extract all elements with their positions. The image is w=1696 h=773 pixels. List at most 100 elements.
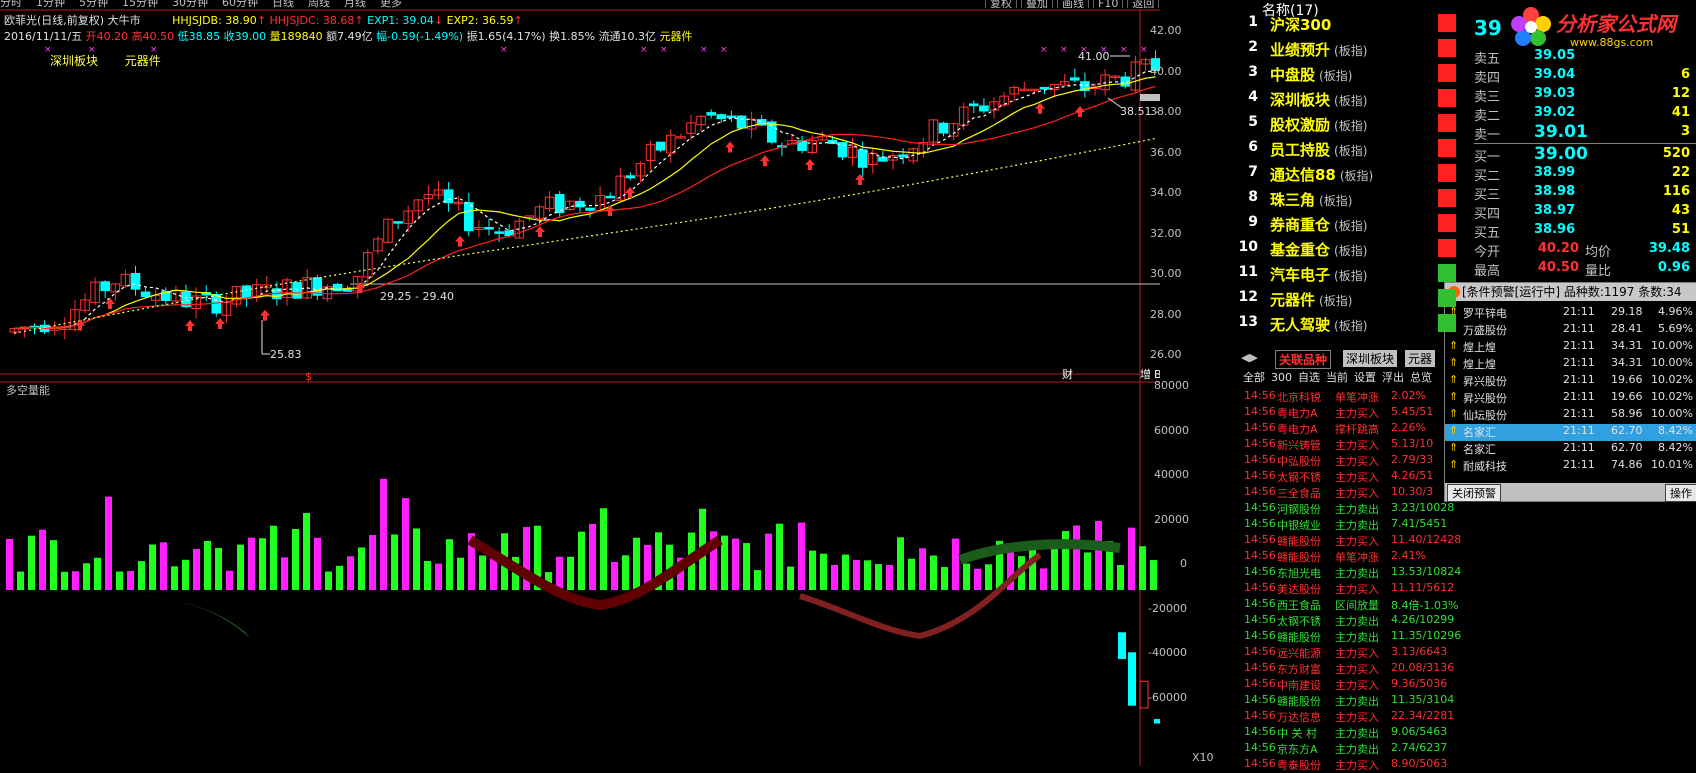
sector-row[interactable]: 7 通达信88 (板指) [1236, 164, 1436, 187]
sector-row[interactable]: 12 元器件 (板指) [1236, 289, 1436, 312]
volume-bar [1128, 527, 1135, 590]
finance-mark: 财 [1062, 367, 1073, 381]
ticker-time: 14:56 [1244, 437, 1276, 450]
tab-prev-icon[interactable]: ◀▶ [1241, 351, 1258, 364]
alert-row[interactable]: ⇑ 煌上煌 21:11 34.31 10.00% [1445, 339, 1696, 356]
candle-body [736, 115, 747, 129]
alert-row[interactable]: ⇑ 煌上煌 21:11 34.31 10.00% [1445, 356, 1696, 373]
tag-shenzhen[interactable]: 深圳板块 [50, 54, 99, 68]
sector-row[interactable]: 1 沪深300 [1236, 14, 1436, 37]
alert-row[interactable]: ⇑ 罗平锌电 21:11 29.18 4.96% [1445, 305, 1696, 322]
filter-tab[interactable]: 自选 [1298, 371, 1320, 384]
candle-body [746, 118, 757, 130]
sector-row[interactable]: 13 无人驾驶 (板指) [1236, 314, 1436, 337]
buy-signal-icon [75, 319, 85, 331]
tool-button-1[interactable]: 叠加 [1021, 0, 1053, 8]
sector-row[interactable]: 9 券商重仓 (板指) [1236, 214, 1436, 237]
stat-label: 今开 [1474, 245, 1501, 260]
filter-tab[interactable]: 全部 [1243, 371, 1265, 384]
filter-tab[interactable]: 当前 [1326, 371, 1348, 384]
volume-bar [336, 565, 343, 590]
sector-row[interactable]: 3 中盘股 (板指) [1236, 64, 1436, 87]
alert-price: 28.41 [1611, 322, 1643, 335]
alert-pct: 10.00% [1651, 407, 1693, 420]
sector-row[interactable]: 10 基金重仓 (板指) [1236, 239, 1436, 262]
period-6[interactable]: 日线 [272, 0, 294, 8]
alert-arrow-icon: ⇑ [1449, 441, 1459, 454]
signal-marker: × [640, 45, 648, 55]
range-pointer [1107, 97, 1123, 109]
alert-window: [条件预警[运行中] 品种数:1197 条数:34 ⇑ 罗平锌电 21:11 29.1… [1444, 282, 1696, 502]
tool-button-0[interactable]: 复权 [985, 0, 1017, 8]
volume-bar [61, 571, 68, 590]
volume-bar [963, 563, 970, 590]
sector-tag: (板指) [1319, 194, 1353, 208]
period-4[interactable]: 30分钟 [172, 0, 208, 8]
sector-tag: (板指) [1319, 294, 1353, 308]
tool-button-4[interactable]: 返回 [1127, 0, 1160, 8]
alert-row[interactable]: ⇑ 昇兴股份 21:11 19.66 10.02% [1445, 373, 1696, 390]
sector-row[interactable]: 8 珠三角 (板指) [1236, 189, 1436, 212]
period-1[interactable]: 1分钟 [36, 0, 65, 8]
period-3[interactable]: 15分钟 [122, 0, 158, 8]
alert-action-button[interactable]: 操作 [1665, 484, 1696, 502]
sector-tag: (板指) [1339, 169, 1374, 183]
quote-sector: 元器件 [659, 30, 693, 43]
tab-shenzhen[interactable]: 深圳板块 [1343, 350, 1398, 367]
ticker-value: 9.36/5036 [1391, 677, 1448, 690]
period-5[interactable]: 60分钟 [222, 0, 258, 8]
tab-components[interactable]: 元器 [1405, 350, 1436, 367]
filter-tab[interactable]: 300 [1271, 371, 1292, 384]
tag-components[interactable]: 元器件 [124, 54, 161, 68]
sector-row[interactable]: 11 汽车电子 (板指) [1236, 264, 1436, 287]
sector-name: 员工持股 (板指) [1270, 141, 1368, 159]
volume-bar [28, 535, 35, 590]
buy-signal-icon [725, 141, 735, 153]
ticker-value: 10.30/3 [1391, 485, 1434, 498]
ticker-stock: 万达信息 [1277, 711, 1321, 724]
filter-tab[interactable]: 总览 [1410, 371, 1432, 384]
filter-tab[interactable]: 设置 [1354, 371, 1376, 384]
period-2[interactable]: 5分钟 [79, 0, 108, 8]
tab-related[interactable]: 关联品种 [1275, 350, 1332, 369]
tool-button-2[interactable]: 画线 [1057, 0, 1089, 8]
ticker-action: 主力买入 [1335, 583, 1379, 596]
sector-row[interactable]: 5 股权激励 (板指) [1236, 114, 1436, 137]
ticker-action: 主力卖出 [1335, 567, 1379, 580]
tool-button-3[interactable]: F10 [1093, 0, 1124, 8]
alert-row[interactable]: ⇑ 耐威科技 21:11 74.86 10.01% [1445, 458, 1696, 475]
ticker-stock: 太钢不锈 [1277, 615, 1321, 628]
ticker-stock: 美达股份 [1277, 583, 1321, 596]
period-7[interactable]: 周线 [308, 0, 330, 8]
ticker-value: 5.13/10 [1391, 437, 1434, 450]
volume-bar [215, 547, 222, 590]
ticker-stock: 中南建设 [1277, 679, 1321, 692]
ticker-stock: 京东方A [1277, 743, 1318, 756]
price-tick: 42.00 [1150, 24, 1182, 37]
period-9[interactable]: 更多 [380, 0, 402, 8]
sector-row[interactable]: 2 业绩预升 (板指) [1236, 39, 1436, 62]
alert-row[interactable]: ⇑ 名家汇 21:11 62.70 8.42% [1445, 424, 1696, 441]
ticker-action: 主力卖出 [1335, 695, 1379, 708]
period-0[interactable]: 分时 [0, 0, 22, 8]
alert-row[interactable]: ⇑ 名家汇 21:11 62.70 8.42% [1445, 441, 1696, 458]
candle-body [70, 309, 80, 330]
sector-name: 业绩预升 (板指) [1270, 41, 1368, 59]
alert-row[interactable]: ⇑ 昇兴股份 21:11 19.66 10.02% [1445, 390, 1696, 407]
signal-marker: × [44, 45, 52, 55]
candle-body [807, 140, 818, 154]
sector-row[interactable]: 4 深圳板块 (板指) [1236, 89, 1436, 112]
ind-hhjsjdb: HHJSJDB: 38.90 [172, 14, 257, 27]
filter-tab[interactable]: 浮出 [1382, 371, 1404, 384]
sector-row[interactable]: 6 员工持股 (板指) [1236, 139, 1436, 162]
alert-title-bar[interactable]: [条件预警[运行中] 品种数:1197 条数:34 [1445, 283, 1696, 301]
period-8[interactable]: 月线 [344, 0, 366, 8]
close-alert-button[interactable]: 关闭预警 [1447, 484, 1501, 502]
sell-level: 卖一 39.01 3 [1474, 122, 1696, 143]
volume-bar [446, 539, 453, 590]
candle-body [90, 281, 100, 304]
alert-row[interactable]: ⇑ 仙坛股份 21:11 58.96 10.00% [1445, 407, 1696, 424]
alert-stock-name: 昇兴股份 [1463, 392, 1507, 405]
